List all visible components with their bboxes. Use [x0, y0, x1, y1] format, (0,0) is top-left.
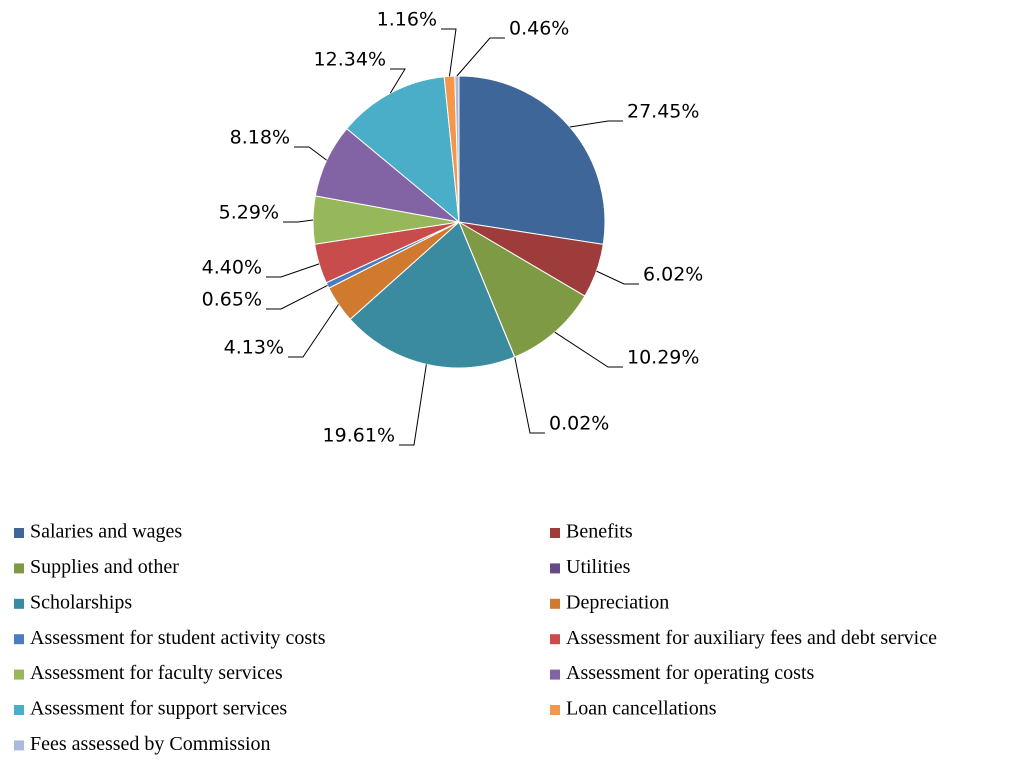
legend-swatch	[550, 669, 560, 680]
legend-label: Assessment for support services	[30, 698, 287, 720]
leader-line	[399, 364, 427, 446]
legend-swatch	[550, 634, 560, 645]
leader-line	[266, 263, 320, 278]
pie-slice	[458, 75, 606, 245]
data-label: 8.18%	[230, 127, 290, 149]
leader-line	[266, 285, 328, 310]
leader-line	[514, 356, 545, 434]
legend-label: Assessment for operating costs	[566, 662, 815, 684]
leader-line	[288, 304, 339, 358]
legend-label: Loan cancellations	[566, 698, 717, 720]
legend-label: Utilities	[566, 556, 631, 578]
pie-slice	[346, 76, 460, 224]
legend-swatch	[550, 705, 560, 715]
data-label: 10.29%	[627, 347, 699, 369]
legend-swatch	[14, 705, 24, 715]
legend-swatch	[14, 669, 24, 680]
data-label: 0.02%	[549, 413, 609, 435]
legend-label: Assessment for student activity costs	[30, 627, 326, 649]
pie-slice	[349, 221, 516, 369]
legend-swatch	[550, 528, 560, 538]
data-label: 19.61%	[323, 425, 395, 447]
data-label: 27.45%	[627, 101, 699, 123]
data-label: 5.29%	[219, 202, 279, 224]
legend-swatch	[550, 563, 560, 574]
data-label: 12.34%	[314, 49, 386, 71]
leader-line	[456, 37, 505, 77]
legend-swatch	[14, 598, 24, 609]
legend-swatch	[14, 634, 24, 645]
legend-swatch	[14, 563, 24, 574]
leader-line	[569, 120, 623, 128]
data-label: 0.46%	[509, 18, 569, 40]
data-label: 6.02%	[643, 264, 703, 286]
data-label: 0.65%	[202, 289, 262, 311]
legend-swatch	[14, 528, 24, 538]
legend-label: Supplies and other	[30, 556, 179, 578]
legend-label: Salaries and wages	[30, 521, 182, 543]
legend-label: Assessment for faculty services	[30, 662, 283, 684]
pie-slice	[457, 220, 586, 358]
legend-label: Assessment for auxiliary fees and debt s…	[566, 627, 937, 649]
legend-label: Fees assessed by Commission	[30, 733, 271, 755]
legend-label: Scholarships	[30, 591, 132, 613]
leader-line	[554, 331, 623, 368]
leader-line	[283, 219, 314, 223]
legend-swatch	[14, 740, 24, 751]
leader-line	[389, 68, 406, 94]
leader-line	[294, 146, 328, 161]
legend-label: Depreciation	[566, 591, 669, 613]
data-label: 4.40%	[202, 257, 262, 279]
data-label: 4.13%	[224, 337, 284, 359]
legend-swatch	[550, 598, 560, 609]
data-label: 1.16%	[377, 9, 437, 31]
leader-line	[596, 270, 639, 285]
leader-line	[441, 28, 457, 77]
legend-label: Benefits	[566, 521, 633, 543]
